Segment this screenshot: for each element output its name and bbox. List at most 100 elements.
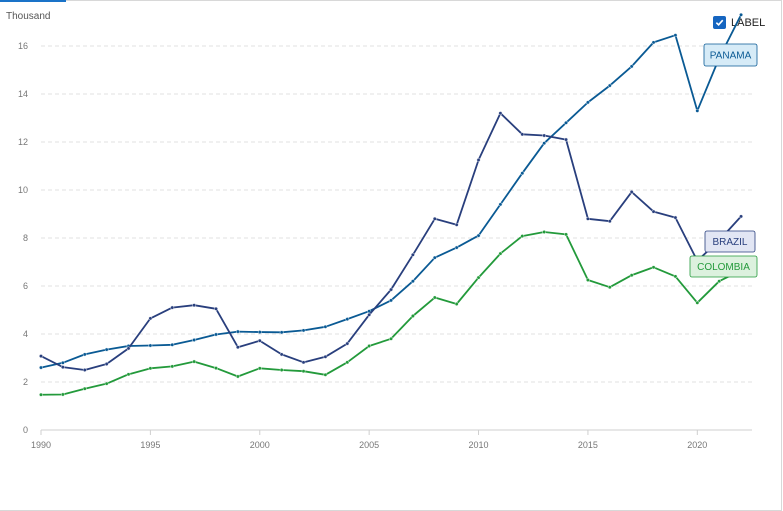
data-point-colombia <box>323 372 328 377</box>
data-point-panama <box>498 202 503 207</box>
data-point-panama <box>39 365 43 370</box>
data-point-colombia <box>476 275 481 280</box>
data-point-brazil <box>82 368 87 372</box>
data-point-brazil <box>323 354 328 359</box>
y-tick-label: 16 <box>18 41 28 51</box>
data-point-brazil <box>235 345 240 350</box>
x-tick-label: 2020 <box>687 440 707 450</box>
data-point-panama <box>192 338 197 342</box>
series-end-label-text: BRAZIL <box>712 237 747 248</box>
series-end-label-box <box>704 230 756 253</box>
data-point-panama <box>476 233 481 238</box>
data-point-colombia <box>192 359 197 364</box>
series-end-label-brazil: BRAZIL <box>704 230 756 253</box>
data-point-colombia <box>257 366 262 371</box>
data-point-colombia <box>367 344 372 348</box>
data-point-brazil <box>279 352 284 357</box>
data-point-panama <box>301 328 306 333</box>
data-point-panama <box>257 330 262 334</box>
data-point-panama <box>389 298 393 303</box>
data-point-colombia <box>301 369 306 374</box>
data-point-brazil <box>607 219 612 224</box>
data-point-brazil <box>214 306 218 311</box>
series-end-label-box <box>689 255 758 278</box>
series-end-label-text: PANAMA <box>710 51 752 62</box>
gridlines <box>41 45 752 383</box>
series-line-brazil <box>40 112 742 371</box>
data-point-brazil <box>345 341 350 346</box>
data-point-panama <box>629 64 634 69</box>
data-point-colombia <box>104 381 109 386</box>
data-point-colombia <box>126 372 131 377</box>
data-point-colombia <box>60 392 65 397</box>
series-end-label-panama: PANAMA <box>703 43 758 67</box>
data-point-brazil <box>629 190 634 194</box>
series-end-label-text: COLOMBIA <box>697 262 750 273</box>
x-tick-label: 1995 <box>140 440 160 450</box>
data-point-colombia <box>82 386 87 391</box>
data-point-colombia <box>148 366 153 371</box>
data-point-brazil <box>520 132 525 137</box>
axes: 0 2 4 6 8 10 12 14 16 1990 1995 2000 2005 2010 2015 202… <box>18 41 752 450</box>
y-tick-label: 8 <box>23 233 28 243</box>
y-tick-label: 2 <box>23 377 28 387</box>
data-point-brazil <box>564 137 568 142</box>
y-tick-label: 14 <box>18 89 28 99</box>
checkbox-checked-icon[interactable] <box>713 16 726 29</box>
data-point-brazil <box>170 305 175 310</box>
data-point-panama <box>82 352 87 357</box>
data-point-panama <box>411 279 415 284</box>
x-tick-label: 1990 <box>31 440 51 450</box>
data-point-panama <box>542 141 547 146</box>
data-point-colombia <box>411 314 415 318</box>
y-tick-label: 4 <box>23 329 28 339</box>
data-point-panama <box>235 329 240 334</box>
data-point-colombia <box>235 374 240 379</box>
data-point-colombia <box>629 273 634 278</box>
data-point-brazil <box>498 111 503 116</box>
data-point-panama <box>214 332 218 337</box>
data-point-colombia <box>607 285 612 290</box>
data-point-brazil <box>586 216 590 221</box>
data-point-brazil <box>673 215 678 220</box>
data-point-colombia <box>564 232 568 237</box>
data-point-brazil <box>192 303 197 308</box>
y-tick-label: 12 <box>18 137 28 147</box>
data-point-panama <box>695 108 700 113</box>
data-point-colombia <box>454 302 459 306</box>
series-line-panama <box>40 14 742 369</box>
series-end-label-colombia: COLOMBIA <box>689 255 758 278</box>
data-point-brazil <box>411 252 415 257</box>
data-point-colombia <box>498 251 503 256</box>
series-lines <box>39 12 743 397</box>
data-point-panama <box>279 330 284 335</box>
data-point-panama <box>564 120 568 125</box>
data-point-colombia <box>345 360 350 365</box>
data-point-colombia <box>520 234 525 238</box>
data-point-colombia <box>214 366 218 370</box>
data-point-brazil <box>739 214 743 219</box>
data-point-colombia <box>673 274 678 279</box>
x-tick-label: 2010 <box>469 440 489 450</box>
data-point-colombia <box>695 300 700 305</box>
data-point-panama <box>586 100 590 105</box>
data-point-panama <box>520 171 525 176</box>
data-point-panama <box>651 40 656 45</box>
data-point-panama <box>345 317 350 322</box>
data-point-panama <box>673 33 678 38</box>
data-point-colombia <box>432 295 437 300</box>
data-point-colombia <box>586 278 590 282</box>
x-tick-label: 2005 <box>359 440 379 450</box>
data-point-panama <box>148 343 153 348</box>
data-point-brazil <box>476 158 481 162</box>
data-point-brazil <box>432 216 437 221</box>
data-point-panama <box>607 83 612 88</box>
data-point-panama <box>454 245 459 250</box>
data-point-colombia <box>279 368 284 372</box>
data-point-colombia <box>542 230 547 234</box>
data-point-panama <box>739 12 743 17</box>
x-tick-label: 2015 <box>578 440 598 450</box>
data-point-brazil <box>454 222 459 227</box>
series-line-colombia <box>40 231 742 396</box>
